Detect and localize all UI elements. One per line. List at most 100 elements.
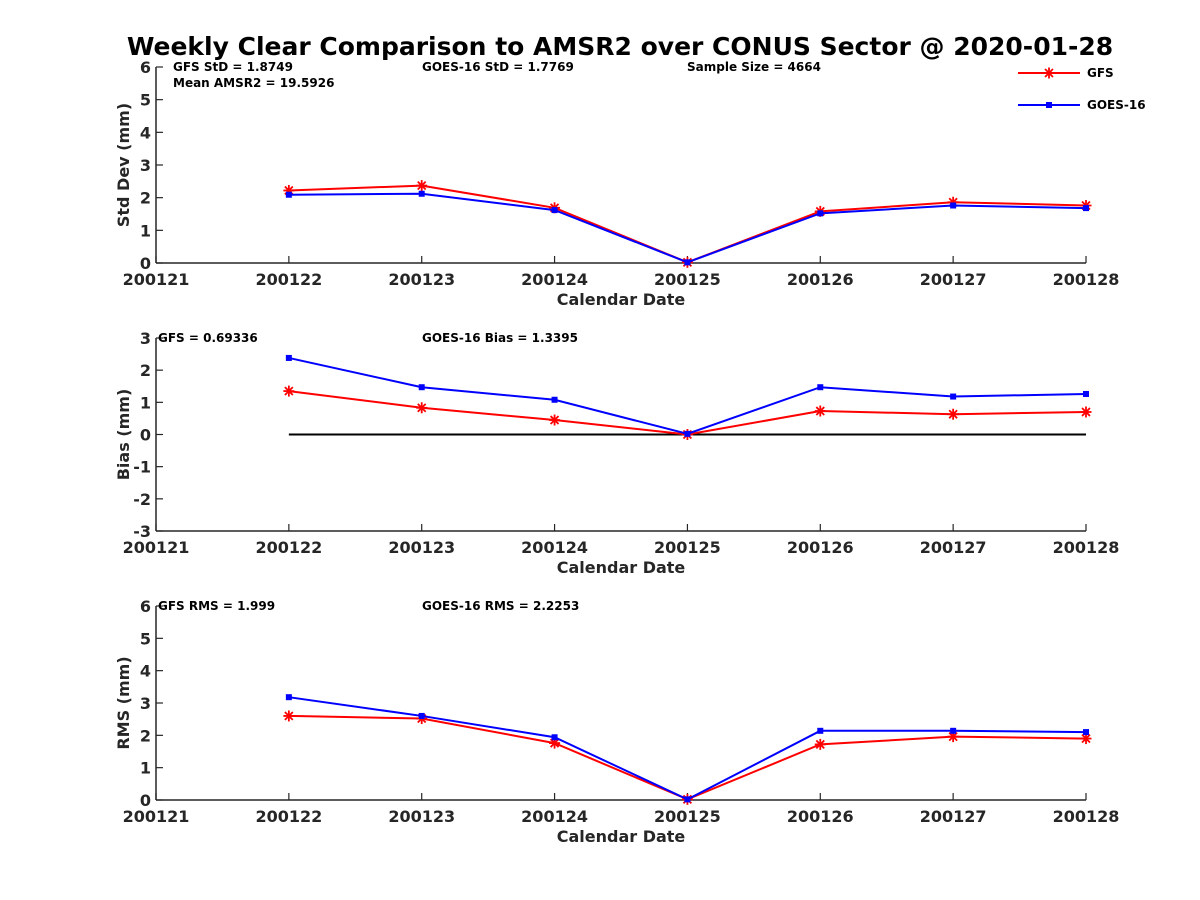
x-axis-label: Calendar Date xyxy=(557,827,686,846)
chart-panel-2: -3 -2 -1 0 1 2 3 200121 200122 200123 200124 200125… xyxy=(114,329,1119,577)
stat-annotation: Mean AMSR2 = 19.5926 xyxy=(173,76,334,90)
x-tick-label: 200126 xyxy=(787,538,854,557)
y-axis-label: RMS (mm) xyxy=(114,656,133,749)
data-point xyxy=(817,210,824,217)
y-tick-label: 5 xyxy=(140,91,151,110)
y-tick-label: 4 xyxy=(140,662,151,681)
x-tick-label: 200125 xyxy=(654,807,721,826)
y-tick-label: -2 xyxy=(133,490,151,509)
x-tick-label: 200123 xyxy=(388,807,455,826)
y-tick-label: 3 xyxy=(140,694,151,713)
x-tick-label: 200124 xyxy=(521,538,588,557)
data-point xyxy=(1083,205,1089,212)
x-tick-label: 200128 xyxy=(1053,270,1120,289)
y-tick-label: -1 xyxy=(133,458,151,477)
data-point xyxy=(416,180,428,192)
x-tick-label: 200122 xyxy=(255,807,322,826)
y-tick-label: 3 xyxy=(140,156,151,175)
data-point xyxy=(950,727,957,734)
x-tick-label: 200122 xyxy=(255,538,322,557)
x-tick-label: 200121 xyxy=(123,538,190,557)
data-point xyxy=(684,430,691,437)
x-tick-label: 200121 xyxy=(123,807,190,826)
x-tick-label: 200127 xyxy=(920,270,987,289)
y-tick-label: 3 xyxy=(140,329,151,348)
x-tick-label: 200121 xyxy=(123,270,190,289)
y-tick-label: 4 xyxy=(140,123,151,142)
x-tick-label: 200126 xyxy=(787,807,854,826)
legend-label: GFS xyxy=(1087,66,1114,80)
data-point xyxy=(1083,390,1089,397)
series-line xyxy=(288,714,1087,801)
legend-marker xyxy=(1043,67,1055,79)
y-tick-label: 1 xyxy=(140,759,151,778)
stat-annotation: GOES-16 Bias = 1.3395 xyxy=(422,331,578,345)
data-point xyxy=(814,738,826,750)
x-axis-label: Calendar Date xyxy=(557,290,686,309)
x-tick-label: 200128 xyxy=(1053,538,1120,557)
y-tick-label: 1 xyxy=(140,221,151,240)
x-axis-label: Calendar Date xyxy=(557,558,686,577)
stat-annotation: GFS StD = 1.8749 xyxy=(173,60,293,74)
y-tick-label: 2 xyxy=(140,189,151,208)
stat-annotation: GOES-16 StD = 1.7769 xyxy=(422,60,574,74)
data-point xyxy=(1080,406,1092,418)
chart-panel-1: 0 1 2 3 4 5 6 200121 200122 200123 200124 200125 200… xyxy=(114,58,1119,309)
data-point xyxy=(1083,729,1089,736)
data-point xyxy=(418,384,425,391)
data-point xyxy=(814,405,826,417)
x-tick-label: 200124 xyxy=(521,270,588,289)
series-goes-16 xyxy=(285,354,1089,437)
series-line xyxy=(288,696,1087,801)
data-point xyxy=(416,402,428,414)
series-line xyxy=(288,356,1087,435)
data-point xyxy=(551,734,558,741)
data-point xyxy=(283,385,295,397)
legend: GFS GOES-16 xyxy=(1018,66,1146,112)
figure-title: Weekly Clear Comparison to AMSR2 over CO… xyxy=(127,32,1113,61)
stat-annotation: GFS = 0.69336 xyxy=(158,331,258,345)
data-point xyxy=(817,384,824,391)
x-tick-label: 200123 xyxy=(388,270,455,289)
y-axis-label: Bias (mm) xyxy=(114,389,133,481)
data-point xyxy=(283,710,295,722)
stat-annotation: GFS RMS = 1.999 xyxy=(158,599,275,613)
data-point xyxy=(684,796,691,803)
y-tick-label: 6 xyxy=(140,597,151,616)
stat-annotation: Sample Size = 4664 xyxy=(687,60,821,74)
y-tick-label: 2 xyxy=(140,726,151,745)
series-line xyxy=(288,184,1087,264)
series-goes-16 xyxy=(285,694,1089,803)
x-tick-label: 200122 xyxy=(255,270,322,289)
data-point xyxy=(947,408,959,420)
legend-label: GOES-16 xyxy=(1087,98,1146,112)
y-tick-label: 0 xyxy=(140,791,151,810)
y-tick-label: 0 xyxy=(140,254,151,273)
x-tick-label: 200127 xyxy=(920,538,987,557)
x-tick-label: 200124 xyxy=(521,807,588,826)
x-tick-label: 200128 xyxy=(1053,807,1120,826)
legend-entry-gfs: GFS xyxy=(1018,66,1114,80)
data-point xyxy=(950,202,957,209)
series-goes-16 xyxy=(285,190,1089,266)
x-tick-label: 200127 xyxy=(920,807,987,826)
chart-panel-3: 0 1 2 3 4 5 6 200121 200122 200123 200124 200125 200… xyxy=(114,597,1119,846)
data-point xyxy=(551,396,558,403)
legend-marker xyxy=(1046,102,1052,108)
stat-annotation: GOES-16 RMS = 2.2253 xyxy=(422,599,579,613)
y-tick-label: 6 xyxy=(140,58,151,77)
data-point xyxy=(817,727,824,734)
data-point xyxy=(551,207,558,214)
data-point xyxy=(549,414,561,426)
y-tick-label: 1 xyxy=(140,393,151,412)
data-point xyxy=(418,712,425,719)
x-tick-label: 200125 xyxy=(654,270,721,289)
y-tick-label: 0 xyxy=(140,426,151,445)
legend-entry-goes-16: GOES-16 xyxy=(1018,98,1146,112)
data-point xyxy=(285,694,292,701)
data-point xyxy=(285,191,292,198)
y-axis-label: Std Dev (mm) xyxy=(114,103,133,227)
data-point xyxy=(285,354,292,361)
